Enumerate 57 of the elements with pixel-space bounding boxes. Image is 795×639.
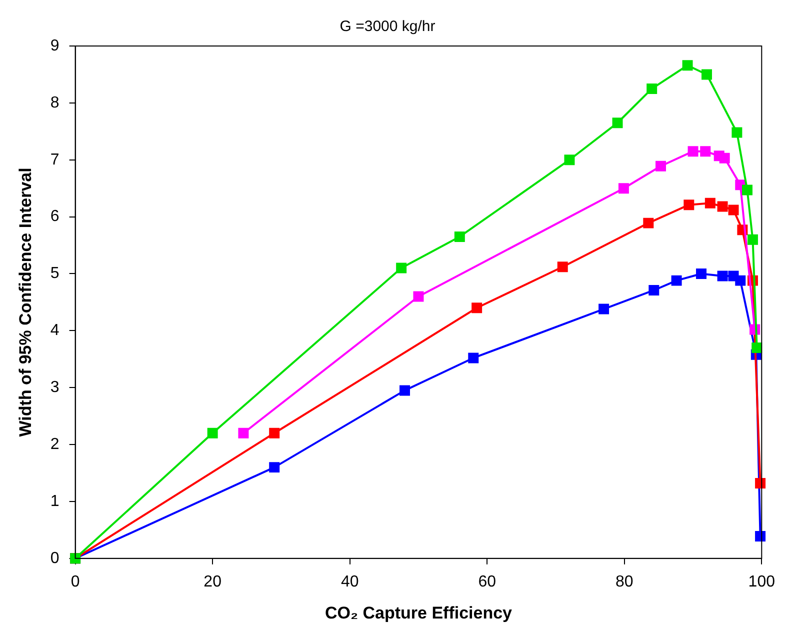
point [717,270,728,282]
point [755,478,766,488]
point [752,342,762,353]
x-axis-title: CO₂ Capture Efficiency [324,603,513,622]
point [732,127,742,138]
point [656,160,666,172]
y-tick-label: 4 [50,322,60,340]
point [557,262,568,272]
y-tick-label: 0 [50,550,60,567]
point [696,268,706,279]
point [454,231,465,242]
point [238,428,249,438]
point [704,198,716,208]
y-tick-label: 8 [50,94,60,112]
point [648,285,660,296]
point [688,146,698,157]
y-tick-label: 2 [50,436,60,453]
point [618,183,629,194]
x-tick-label: 20 [204,573,222,590]
point [396,262,407,274]
point [472,302,482,314]
point [643,218,654,228]
point [564,154,575,166]
y-tick-label: 6 [50,208,60,226]
point [269,462,280,473]
point [717,201,728,212]
point [468,352,479,364]
point [755,530,766,542]
x-tick-label: 80 [615,573,634,590]
x-tick-label: 0 [70,573,80,590]
y-axis-title: Width of 95% Confidence Interval [16,168,35,437]
y-tick-label: 7 [50,151,60,168]
point [719,152,730,164]
point [269,428,280,438]
point [684,200,694,210]
point [702,69,712,80]
point [413,291,424,302]
point [612,118,623,128]
point [728,204,739,216]
x-tick-label: 100 [748,573,776,590]
point [735,275,746,286]
y-tick-label: 1 [50,492,60,510]
x-tick-label: 60 [478,573,496,590]
point [646,83,658,94]
point [671,275,682,286]
y-tick-label: 5 [50,265,60,282]
point [747,234,758,245]
x-tick-label: 40 [340,573,359,590]
point [700,146,711,157]
point [682,60,693,71]
y-tick-label: 3 [50,379,60,396]
point [207,428,218,438]
point [400,385,410,396]
point [742,184,752,196]
y-tick-label: 9 [50,37,60,54]
chart-title: G =3000 kg/hr [340,18,436,36]
point [598,304,610,314]
